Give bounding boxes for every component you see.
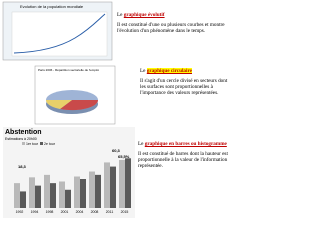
legend-label: 1er tour — [26, 142, 39, 146]
legend-label: 2e tour — [44, 142, 56, 146]
x-tick-label: 2011 — [106, 210, 114, 214]
value-label: 18,3 — [18, 164, 27, 169]
pie-slice — [60, 100, 99, 111]
value-label: 60,3 — [112, 148, 121, 153]
x-tick-label: 1998 — [46, 210, 54, 214]
value-label: 65,5% — [118, 154, 130, 159]
bar — [89, 171, 95, 208]
bar — [104, 162, 110, 208]
bar — [110, 166, 116, 208]
bar — [125, 158, 131, 208]
bar-chart-title: Abstention — [5, 129, 42, 136]
x-tick-label: 1992 — [16, 210, 24, 214]
paragraph: Il est constitué de barres dont la haute… — [138, 151, 228, 169]
bar — [59, 181, 65, 208]
heading-text: graphique évolutif — [123, 12, 165, 18]
heading-prefix: Le — [138, 141, 145, 147]
heading-prefix: Le — [140, 68, 147, 74]
bar — [95, 174, 101, 208]
section-3: Le graphique en barres ou histogramme Il… — [138, 141, 228, 169]
x-tick-label: 2004 — [76, 210, 84, 214]
bar — [65, 189, 71, 208]
pie-slice — [45, 100, 72, 109]
bar — [20, 191, 26, 208]
bar — [80, 179, 86, 208]
paragraph: Il est constitué d'une ou plusieurs cour… — [117, 22, 225, 34]
line-plot-area — [11, 11, 108, 57]
section-1: Le graphique évolutif Il est constitué d… — [117, 12, 227, 34]
paragraph: Il s'agit d'un cercle divisé en secteurs… — [140, 78, 228, 96]
heading-prefix: Le — [117, 12, 124, 18]
bar — [74, 176, 80, 208]
bar-chart-subtitle: Estimations à 20h00 — [5, 137, 37, 141]
bar — [35, 185, 41, 208]
x-tick-label: 2001 — [61, 210, 69, 214]
figures: Evolution de la population mondiale Pari… — [2, 1, 135, 218]
legend-swatch — [40, 142, 43, 145]
x-tick-label: 2015 — [121, 210, 129, 214]
bar — [29, 177, 35, 208]
line-chart-title: Evolution de la population mondiale — [20, 4, 84, 9]
line-curve — [13, 13, 106, 54]
x-tick-label: 1994 — [31, 210, 39, 214]
bar — [14, 183, 20, 208]
legend-swatch — [22, 142, 25, 145]
bar — [50, 183, 56, 208]
heading: Le graphique en barres ou histogramme — [138, 141, 228, 147]
heading: Le graphique évolutif — [117, 12, 227, 18]
pie-chart-title: Paris 2006 - Répartition sectorielle de … — [38, 68, 99, 72]
x-tick-label: 2008 — [91, 210, 99, 214]
heading-text: graphique en barres ou histogramme — [144, 141, 227, 147]
bar — [119, 159, 125, 208]
bar — [44, 174, 50, 208]
section-2: Le graphique circulaire Il s'agit d'un c… — [140, 68, 228, 96]
page: Evolution de la population mondiale Pari… — [2, 1, 228, 218]
heading: Le graphique circulaire — [140, 68, 228, 74]
heading-text: graphique circulaire — [146, 68, 192, 74]
